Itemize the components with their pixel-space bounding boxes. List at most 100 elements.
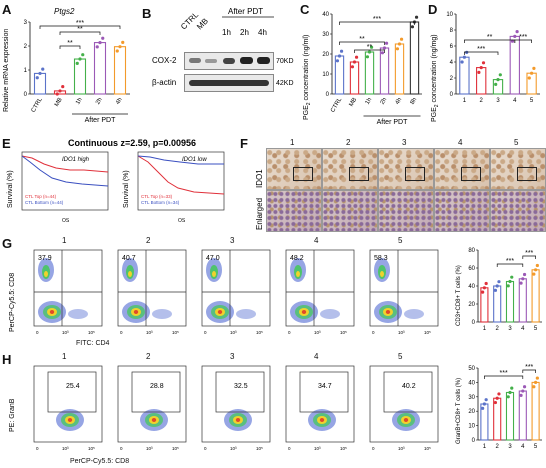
category-label: 8h — [410, 97, 419, 106]
data-point — [38, 71, 42, 76]
panel-b-blot: CTRL MB After PDT 1h 2h 4h COX-2 β-actin… — [150, 0, 300, 120]
data-point — [58, 89, 62, 93]
data-point — [493, 400, 498, 405]
data-point — [35, 76, 39, 80]
ytick-label: 30 — [322, 32, 329, 38]
flow-col-label: 1 — [62, 352, 67, 361]
xtick-label: 10⁵ — [256, 330, 263, 335]
xtick-label: 0 — [372, 330, 375, 335]
panel-label-e: E — [2, 136, 11, 151]
bar — [509, 35, 520, 95]
category-label: 4h — [115, 97, 124, 106]
panel-h-bar: GranB+CD8+ T cells (%) 0 10 20 30 40 50 1 2 3 4 5 *… — [456, 364, 542, 450]
survival-left-legend-bottom: CTL Bottom (n=44) — [25, 200, 64, 205]
ihc-col-label: 5 — [514, 138, 519, 147]
data-point — [535, 376, 539, 380]
category-label: CTRL — [31, 96, 44, 113]
significance-label: ** — [487, 34, 493, 41]
data-point — [515, 30, 519, 34]
flow-value: 25.4 — [66, 383, 80, 390]
xtick-label: 10⁵ — [172, 330, 179, 335]
data-point — [397, 42, 402, 46]
data-point — [484, 281, 488, 286]
data-point — [465, 50, 469, 55]
data-point — [101, 36, 105, 40]
data-point — [495, 284, 499, 288]
ihc-image — [490, 148, 546, 190]
survival-left-ylabel: Survival (%) — [7, 170, 14, 208]
xtick-label: 0 — [204, 446, 207, 451]
xtick-label: 10³ — [398, 330, 405, 335]
xtick-label: 10⁵ — [88, 330, 95, 335]
data-point — [532, 66, 536, 70]
bar — [505, 280, 515, 323]
significance-label: *** — [506, 258, 514, 265]
ihc-image — [266, 148, 322, 190]
flow-plot: 58.3 0 10³ 10⁵ — [369, 249, 439, 335]
zoom-box — [461, 167, 481, 181]
actin-blot — [184, 74, 274, 92]
data-point — [506, 395, 510, 399]
data-point — [352, 60, 357, 64]
ihc-image — [378, 148, 434, 190]
data-point — [506, 284, 510, 288]
xtick-label: 10³ — [398, 446, 405, 451]
data-point — [494, 82, 498, 86]
ytick-label: 60 — [468, 266, 475, 272]
ytick-label: 50 — [468, 366, 475, 372]
data-point — [508, 279, 512, 284]
ihc-image — [434, 148, 490, 190]
data-point — [484, 398, 488, 402]
survival-left-xlabel: OS — [62, 218, 70, 224]
data-point — [519, 281, 523, 285]
xtick-label: 10⁵ — [424, 446, 431, 451]
data-point — [479, 66, 483, 70]
data-point — [482, 402, 486, 406]
panel-a-gene: Ptgs2 — [54, 7, 75, 16]
flow-plot: 47.0 0 10³ 10⁵ — [201, 249, 271, 335]
category-label: 2 — [480, 98, 484, 104]
ytick-label: 6 — [450, 44, 454, 50]
bar — [531, 381, 540, 441]
flow-value: 37.9 — [38, 255, 52, 262]
data-point — [384, 41, 389, 45]
group-label: After PDT — [85, 117, 116, 124]
xtick-label: 10⁵ — [88, 446, 95, 451]
bar — [33, 72, 47, 95]
flow-col-label: 1 — [62, 236, 67, 245]
data-point — [335, 59, 340, 63]
panel-g-flow: PerCP-Cy5.5: CD8 FITC: CD4 1 37.9 0 10³ 10⁵ 2… — [0, 236, 546, 350]
panel-c-chart: PGE2 concentration (ng/ml) 0 10 20 30 40 CTRL… — [303, 12, 422, 126]
panel-d-ylabel: PGE2 concentration (ng/mg) — [431, 34, 440, 122]
data-point — [534, 268, 538, 272]
flow-plot: 25.4 0 10³ 10⁵ — [33, 365, 103, 451]
data-point — [354, 55, 359, 59]
data-point — [365, 55, 370, 59]
panel-a-ylabel: Relative mRNA expression — [3, 29, 10, 112]
category-label: 5 — [534, 444, 538, 450]
ihc-enlarged-image — [322, 190, 378, 232]
significance-label: ** — [367, 44, 373, 51]
data-point — [482, 286, 486, 290]
bar — [526, 72, 537, 95]
data-point — [493, 288, 498, 292]
data-point — [498, 73, 502, 77]
data-point — [55, 92, 59, 96]
significance-label: ** — [359, 36, 365, 43]
data-point — [532, 272, 536, 276]
bar — [394, 43, 405, 95]
xtick-label: 0 — [36, 446, 39, 451]
significance-label: *** — [525, 250, 533, 257]
flow-g-xlabel: FITC: CD4 — [76, 340, 110, 347]
xtick-label: 10³ — [230, 446, 237, 451]
ytick-label: 40 — [468, 380, 475, 386]
data-point — [61, 84, 65, 89]
data-point — [75, 61, 79, 65]
blot-row-actin: β-actin — [152, 78, 176, 87]
data-point — [513, 34, 517, 39]
data-point — [115, 49, 119, 53]
ytick-label: 4 — [450, 60, 454, 66]
blot-group: After PDT — [228, 7, 263, 16]
flow-value: 28.8 — [150, 383, 164, 390]
xtick-label: 10³ — [146, 446, 153, 451]
